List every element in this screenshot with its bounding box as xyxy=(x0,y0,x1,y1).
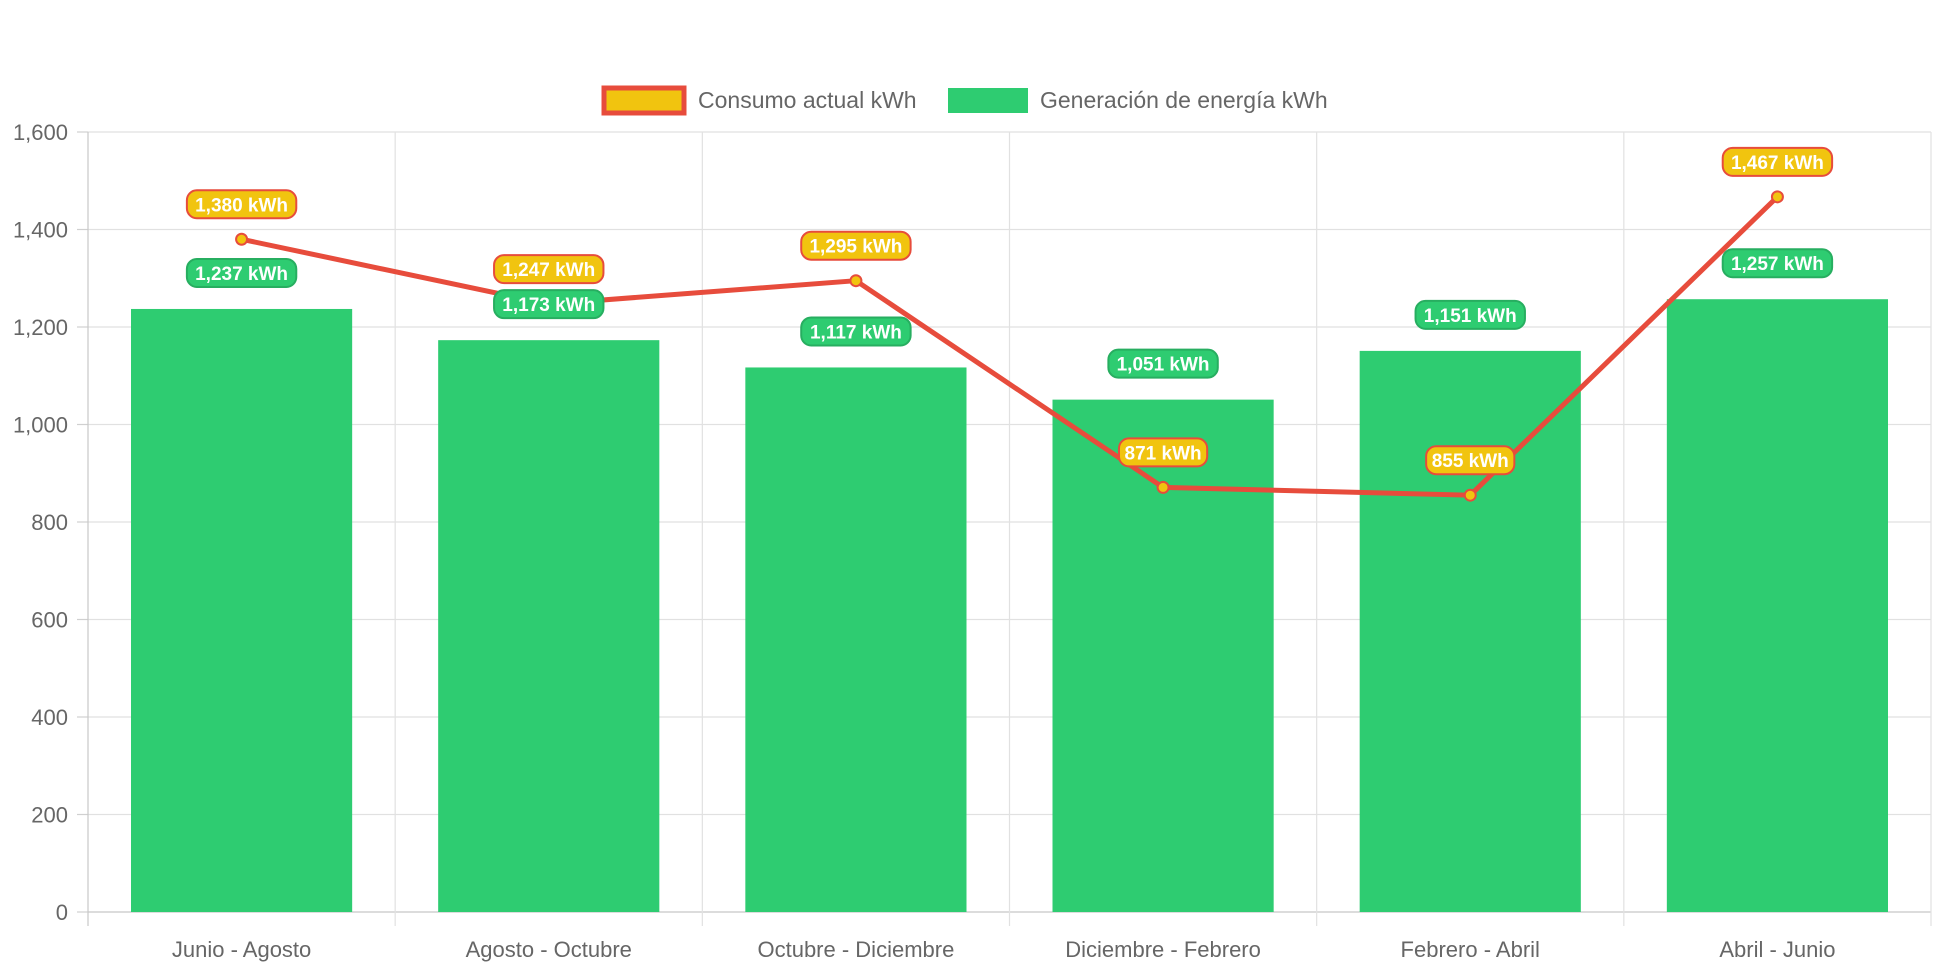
axis-layer: 0 200 400 600 800 1,000 1,200 1,400 1,600 Junio -… xyxy=(13,120,1836,962)
x-tick-label: Octubre - Diciembre xyxy=(757,937,954,962)
data-label-box xyxy=(493,254,605,285)
legend-label-consumo: Consumo actual kWh xyxy=(698,87,917,113)
data-label-box xyxy=(1117,437,1209,468)
y-tick-label: 1,200 xyxy=(13,315,68,340)
data-label: 1,380 kWh xyxy=(185,189,298,220)
bar-generacion xyxy=(1359,350,1581,912)
consumo-point xyxy=(1770,190,1784,204)
data-label-box xyxy=(493,289,605,320)
data-label-box xyxy=(1425,445,1516,476)
data-label-text: 1,237 kWh xyxy=(195,264,288,285)
data-label: 871 kWh xyxy=(1117,437,1209,468)
consumo-point xyxy=(1463,488,1477,502)
y-tick-label: 0 xyxy=(56,900,68,925)
data-labels-layer: 1,237 kWh 1,173 kWh 1,117 kWh 1,051 kWh 1,15… xyxy=(185,146,1834,476)
data-label-box xyxy=(1721,146,1834,177)
data-label-text: 1,117 kWh xyxy=(810,322,902,343)
legend-swatch-consumo xyxy=(601,85,687,116)
x-tick-label: Agosto - Octubre xyxy=(466,937,632,962)
data-label-text: 1,247 kWh xyxy=(502,260,595,281)
data-label: 1,237 kWh xyxy=(185,257,298,288)
bar-generacion xyxy=(1052,399,1274,912)
data-label: 1,257 kWh xyxy=(1721,248,1834,279)
data-label-text: 1,173 kWh xyxy=(502,295,595,316)
bar-generacion xyxy=(745,367,967,912)
y-tick-label: 1,400 xyxy=(13,218,68,243)
data-label: 1,173 kWh xyxy=(493,289,605,320)
data-label-box xyxy=(1721,248,1834,279)
data-label-text: 1,257 kWh xyxy=(1731,254,1824,275)
x-tick-label: Febrero - Abril xyxy=(1401,937,1540,962)
data-label: 1,467 kWh xyxy=(1721,146,1834,177)
y-tick-label: 400 xyxy=(31,705,68,730)
legend-label-generacion: Generación de energía kWh xyxy=(1040,87,1328,113)
bar-generacion xyxy=(1666,299,1888,912)
y-tick-label: 800 xyxy=(31,510,68,535)
data-label-text: 855 kWh xyxy=(1432,451,1509,472)
data-label-box xyxy=(185,257,298,288)
data-label-text: 1,295 kWh xyxy=(809,237,902,258)
legend[interactable]: Consumo actual kWh Generación de energía … xyxy=(601,85,1328,116)
x-tick-label: Junio - Agosto xyxy=(172,937,311,962)
legend-item-generacion[interactable]: Generación de energía kWh xyxy=(948,87,1328,113)
data-label-box xyxy=(800,316,912,347)
bars-layer xyxy=(131,299,1888,913)
data-label-box xyxy=(800,230,912,261)
bar-generacion xyxy=(438,340,660,913)
y-tick-label: 1,000 xyxy=(13,413,68,438)
data-label-text: 1,380 kWh xyxy=(195,195,288,216)
consumo-point xyxy=(1156,480,1170,494)
data-label-text: 871 kWh xyxy=(1125,443,1202,464)
data-label-box xyxy=(1414,299,1526,330)
legend-swatch-generacion xyxy=(948,88,1028,113)
data-label-box xyxy=(185,189,298,220)
y-tick-label: 200 xyxy=(31,803,68,828)
data-label: 1,247 kWh xyxy=(493,254,605,285)
data-label: 1,295 kWh xyxy=(800,230,912,261)
x-tick-label: Diciembre - Febrero xyxy=(1065,937,1261,962)
data-label-text: 1,051 kWh xyxy=(1117,355,1210,376)
data-label-text: 1,467 kWh xyxy=(1731,153,1824,174)
y-tick-label: 1,600 xyxy=(13,120,68,145)
x-tick-label: Abril - Junio xyxy=(1719,937,1835,962)
data-label-text: 1,151 kWh xyxy=(1424,306,1517,327)
data-label-box xyxy=(1107,348,1219,379)
data-label: 1,051 kWh xyxy=(1107,348,1219,379)
consumo-point xyxy=(849,274,863,288)
y-tick-label: 600 xyxy=(31,608,68,633)
grid-layer xyxy=(77,131,1932,926)
consumo-point xyxy=(235,232,249,246)
bar-generacion xyxy=(131,308,353,912)
data-label: 855 kWh xyxy=(1425,445,1516,476)
data-label: 1,151 kWh xyxy=(1414,299,1526,330)
data-label: 1,117 kWh xyxy=(800,316,912,347)
legend-item-consumo[interactable]: Consumo actual kWh xyxy=(601,85,917,116)
